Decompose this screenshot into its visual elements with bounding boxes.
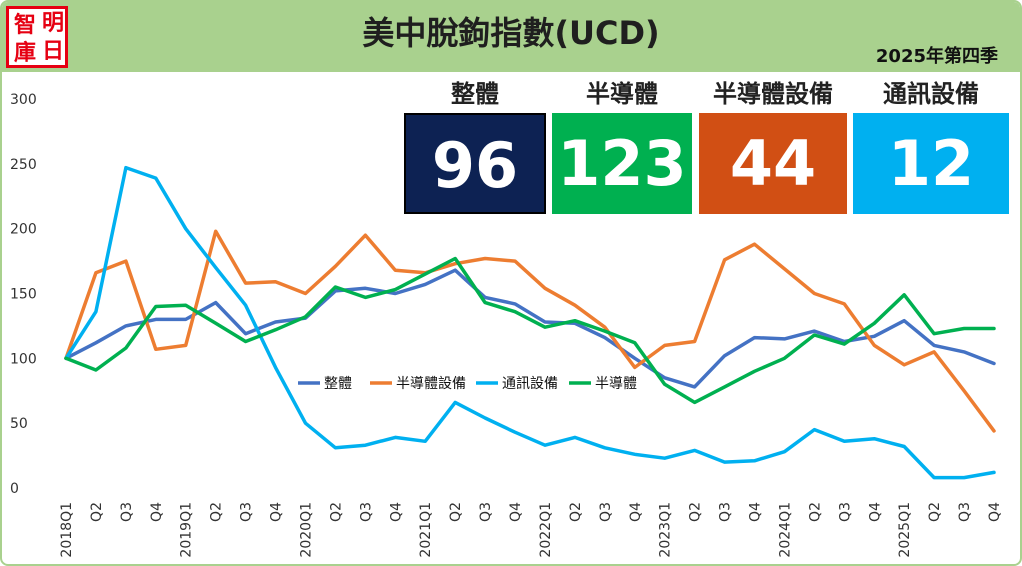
- title-bar: 明 智 日 庫 美中脫鉤指數(UCD) 2025年第四季: [2, 2, 1020, 72]
- value-card-equip: 44: [699, 113, 847, 214]
- y-tick-label: 0: [10, 481, 19, 497]
- x-tick-label: Q4: [867, 502, 883, 522]
- x-tick-label: Q4: [269, 502, 285, 522]
- x-tick-label: Q2: [927, 502, 943, 522]
- card-label-semi: 半導體: [552, 76, 692, 112]
- x-tick-label: Q3: [239, 502, 255, 522]
- x-tick-label: Q2: [807, 502, 823, 522]
- series-line-3: [64, 256, 996, 405]
- x-tick-label: Q2: [328, 502, 344, 522]
- y-tick-label: 50: [10, 416, 28, 432]
- x-tick-label: Q4: [149, 502, 165, 522]
- legend-label: 半導體: [595, 376, 637, 392]
- series-lines: [64, 165, 996, 480]
- x-tick-label: Q3: [837, 502, 853, 522]
- x-tick-label: Q3: [718, 502, 734, 522]
- x-tick-label: Q4: [508, 502, 524, 522]
- x-tick-label: Q3: [119, 502, 135, 522]
- x-tick-label: Q4: [748, 502, 764, 522]
- logo-char: 庫: [13, 40, 36, 66]
- card-label-overall: 整體: [404, 76, 546, 112]
- value-card-comm: 12: [853, 113, 1009, 214]
- x-tick-label: Q3: [957, 502, 973, 522]
- x-tick-label: 2021Q1: [418, 502, 434, 558]
- y-tick-label: 200: [10, 222, 37, 238]
- x-axis: 2018Q1 Q2 Q3 Q4 2019Q1 Q2 Q3 Q4 2020Q1 Q2 Q3 Q4 2021…: [59, 502, 1003, 558]
- x-tick-label: Q2: [568, 502, 584, 522]
- x-tick-label: 2023Q1: [658, 502, 674, 558]
- period-label: 2025年第四季: [875, 46, 998, 67]
- x-tick-label: 2020Q1: [298, 502, 314, 558]
- y-tick-label: 250: [10, 157, 37, 173]
- x-tick-label: Q4: [388, 502, 404, 522]
- x-tick-label: 2025Q1: [897, 502, 913, 558]
- y-tick-label: 100: [10, 351, 37, 367]
- legend-label: 半導體設備: [396, 376, 466, 392]
- x-tick-label: 2019Q1: [179, 502, 195, 558]
- logo: 明 智 日 庫: [6, 6, 68, 68]
- series-line-2: [64, 165, 996, 480]
- x-tick-label: Q3: [598, 502, 614, 522]
- x-tick-label: Q2: [89, 502, 105, 522]
- x-tick-label: 2024Q1: [777, 502, 793, 558]
- page-title: 美中脫鉤指數(UCD): [362, 14, 660, 52]
- x-tick-label: Q4: [628, 502, 644, 522]
- x-tick-label: Q3: [478, 502, 494, 522]
- x-tick-label: 2018Q1: [59, 502, 75, 558]
- card-label-comm: 通訊設備: [853, 76, 1009, 112]
- x-tick-label: 2022Q1: [538, 502, 554, 558]
- series-line-1: [64, 229, 996, 433]
- legend-label: 通訊設備: [502, 376, 558, 392]
- legend: 整體 半導體設備 通訊設備 半導體: [298, 376, 637, 392]
- logo-char: 明: [41, 10, 64, 36]
- series-line-0: [64, 268, 996, 389]
- legend-label: 整體: [324, 376, 352, 392]
- y-tick-label: 300: [10, 92, 37, 108]
- card-label-equip: 半導體設備: [699, 76, 847, 112]
- logo-char: 日: [41, 38, 64, 64]
- x-tick-label: Q2: [448, 502, 464, 522]
- y-axis: 0 50 100 150 200 250 300: [10, 92, 37, 497]
- logo-char: 智: [13, 12, 36, 38]
- value-card-semi: 123: [552, 113, 692, 214]
- x-tick-label: Q3: [358, 502, 374, 522]
- x-tick-label: Q4: [987, 502, 1003, 522]
- y-tick-label: 150: [10, 287, 37, 303]
- x-tick-label: Q2: [209, 502, 225, 522]
- x-tick-label: Q2: [688, 502, 704, 522]
- value-card-overall: 96: [404, 113, 546, 214]
